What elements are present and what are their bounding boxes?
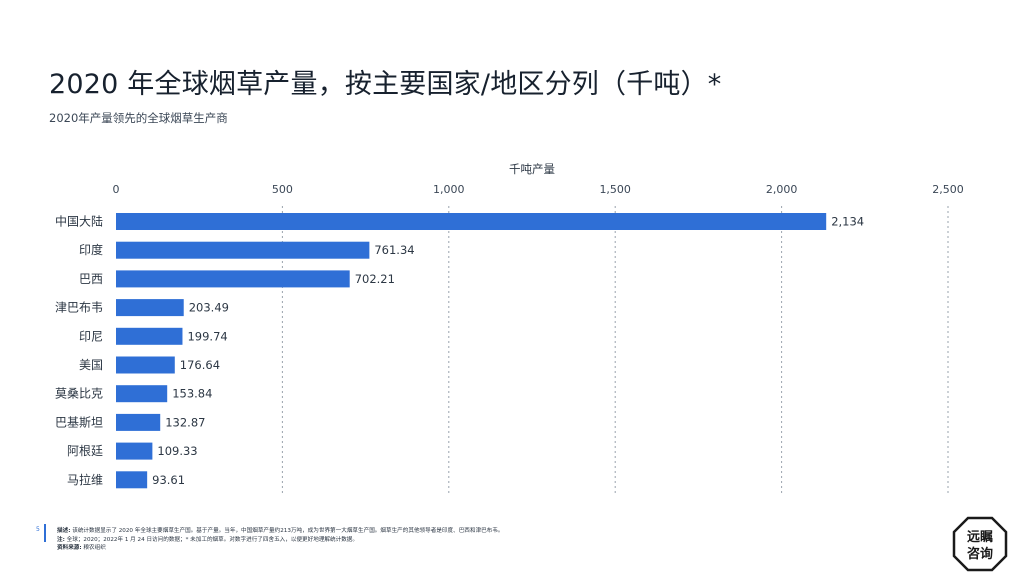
- bar: [116, 299, 184, 317]
- bar: [116, 327, 183, 345]
- category-label: 巴基斯坦: [55, 415, 103, 429]
- category-label: 印尼: [79, 329, 103, 343]
- brand-logo: 远瞩 咨询: [952, 516, 1008, 572]
- value-label: 761.34: [374, 243, 414, 257]
- category-label: 中国大陆: [55, 214, 103, 229]
- footer-notes: 描述: 该统计数据显示了 2020 年全球主要烟草生产国。基于产量。当年，中国烟…: [57, 527, 697, 553]
- page-title: 2020 年全球烟草产量，按主要国家/地区分列（千吨）*: [49, 69, 722, 100]
- value-label: 109.33: [157, 444, 197, 458]
- category-label: 美国: [79, 358, 103, 372]
- x-tick-label: 2,000: [766, 183, 798, 196]
- logo-text-bottom: 咨询: [967, 546, 993, 562]
- category-label: 印度: [79, 242, 103, 257]
- value-label: 203.49: [189, 301, 229, 315]
- x-tick-label: 0: [113, 183, 120, 196]
- category-label: 巴西: [79, 272, 103, 286]
- value-label: 153.84: [172, 387, 212, 401]
- value-label: 93.61: [152, 473, 185, 487]
- footer-source: 资料来源: 粮农组织: [57, 545, 106, 552]
- category-label: 莫桑比克: [55, 387, 103, 401]
- value-label: 176.64: [180, 358, 220, 372]
- page-number: 5: [36, 526, 40, 533]
- footer-note: 注: 全球；2020；2022年 1 月 24 日访问的数据；* 未加工的烟草。…: [57, 536, 358, 543]
- bar: [116, 442, 153, 460]
- bar: [116, 471, 148, 489]
- category-label: 阿根廷: [67, 444, 103, 458]
- value-label: 702.21: [355, 272, 395, 286]
- bar: [116, 356, 175, 374]
- logo-text-top: 远瞩: [967, 530, 993, 545]
- footer-accent-bar: [44, 524, 46, 542]
- footer-description: 描述: 该统计数据显示了 2020 年全球主要烟草生产国。基于产量。当年，中国烟…: [57, 528, 504, 534]
- x-axis-title: 千吨产量: [509, 162, 555, 176]
- page-subtitle: 2020年产量领先的全球烟草生产商: [49, 111, 228, 125]
- x-tick-label: 2,500: [932, 183, 964, 196]
- category-label: 津巴布韦: [55, 301, 103, 315]
- bar-chart: 千吨产量 0 500 1,000 1,500 2,000 2,500 中国大陆印度巴西津巴…: [55, 162, 964, 496]
- x-tick-label: 1,000: [433, 183, 465, 196]
- value-label: 2,134: [831, 215, 864, 229]
- bar: [116, 270, 350, 288]
- bar: [116, 413, 161, 431]
- bar: [116, 385, 168, 403]
- x-tick-label: 500: [272, 183, 293, 196]
- value-label: 199.74: [187, 329, 227, 343]
- bar: [116, 241, 370, 259]
- category-label: 马拉维: [67, 472, 103, 487]
- value-label: 132.87: [165, 415, 205, 429]
- x-tick-label: 1,500: [599, 183, 631, 196]
- bar: [116, 213, 827, 230]
